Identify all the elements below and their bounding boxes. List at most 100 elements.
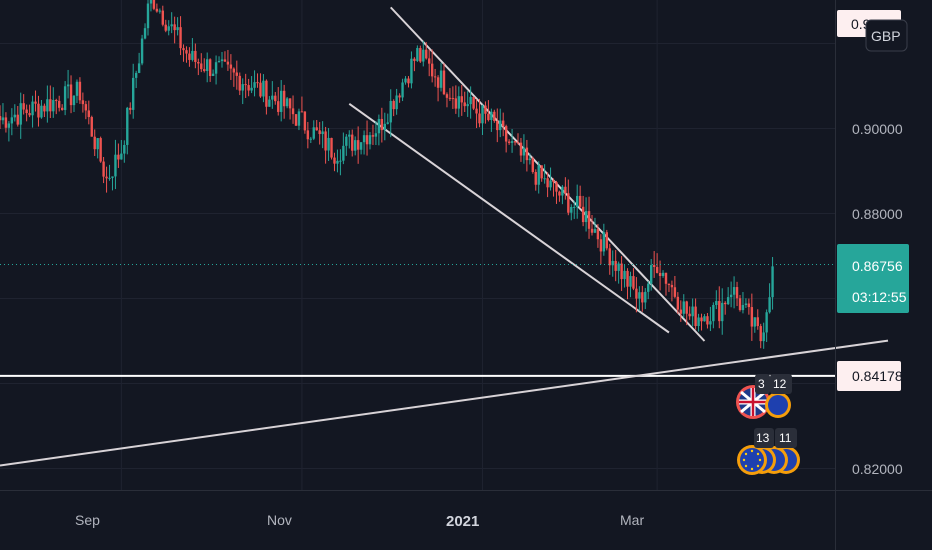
- candle-body: [282, 90, 286, 107]
- candle-body: [40, 105, 43, 118]
- candle-body: [451, 98, 455, 100]
- candle-body: [374, 133, 378, 137]
- candle-body: [90, 117, 93, 137]
- candle-body: [164, 24, 167, 31]
- candle-body: [380, 118, 384, 131]
- countdown-label: 03:12:55: [852, 289, 907, 305]
- candle-body: [191, 50, 194, 60]
- candle-body: [691, 306, 694, 317]
- candle-body: [549, 180, 552, 188]
- candle-body: [750, 307, 754, 327]
- candle-body: [247, 85, 250, 91]
- candle-body: [584, 211, 588, 223]
- event-badge[interactable]: [755, 374, 770, 394]
- current-price-tag: [837, 244, 909, 313]
- candle-body: [496, 121, 499, 131]
- level-tag-bottom-label: 0.84178: [852, 368, 903, 384]
- level-tag-bottom: [837, 361, 901, 391]
- candle-body: [309, 138, 312, 140]
- candle-body: [152, 0, 156, 9]
- economic-events[interactable]: 3 12 13 11: [736, 374, 800, 475]
- candle-body: [436, 77, 440, 88]
- candle-body: [661, 272, 665, 276]
- candle-body: [265, 80, 268, 107]
- eu-flag-icon[interactable]: [737, 445, 800, 475]
- candle-body: [229, 64, 233, 69]
- event-badge[interactable]: [775, 428, 797, 448]
- candle-body: [641, 292, 644, 303]
- candle-body: [167, 26, 170, 31]
- candle-body: [362, 135, 366, 143]
- event-badge[interactable]: [754, 428, 774, 448]
- candle-body: [271, 95, 274, 100]
- candle-body: [223, 59, 227, 62]
- eu-flag-icon[interactable]: [765, 392, 791, 418]
- candle-body: [4, 117, 8, 128]
- candle-body: [46, 99, 49, 112]
- candle-body: [481, 105, 484, 124]
- candle-body: [416, 48, 419, 61]
- candle-body: [596, 229, 600, 240]
- gb-flag-icon[interactable]: [736, 385, 770, 419]
- candle-body: [724, 302, 727, 305]
- candle-body: [37, 103, 40, 118]
- candle-body: [433, 76, 437, 78]
- candle-body: [49, 99, 52, 112]
- candle-body: [617, 263, 620, 271]
- candle-body: [342, 145, 345, 161]
- candle-body: [55, 100, 58, 102]
- candle-body: [587, 211, 591, 229]
- candle-body: [336, 160, 339, 164]
- candle-body: [200, 63, 203, 70]
- candle-body: [422, 49, 425, 62]
- candle-body: [404, 78, 407, 83]
- candle-body: [457, 96, 460, 109]
- candle-body: [626, 270, 629, 287]
- candle-body: [31, 101, 34, 116]
- candle-body: [425, 49, 428, 59]
- candle-body: [318, 130, 321, 135]
- candle-body: [715, 301, 718, 305]
- candle-body: [502, 120, 505, 127]
- candle-body: [765, 312, 768, 333]
- candle-body: [81, 100, 85, 105]
- candle-body: [667, 283, 671, 285]
- candle-body: [703, 316, 706, 322]
- candle-body: [513, 141, 517, 143]
- candle-body: [688, 313, 691, 317]
- candle-body: [726, 297, 730, 305]
- candle-body: [84, 104, 88, 111]
- candle-body: [759, 326, 762, 342]
- candle-body: [386, 122, 389, 124]
- candle-body: [664, 272, 668, 284]
- candle-body: [312, 127, 315, 139]
- candle-body: [288, 98, 292, 109]
- candle-body: [241, 84, 244, 91]
- candle-body: [356, 140, 360, 150]
- trendline: [348, 103, 670, 334]
- candle-body: [108, 177, 111, 179]
- event-badge[interactable]: [770, 374, 792, 394]
- candle-body: [120, 153, 123, 160]
- x-tick-label: Nov: [267, 512, 292, 528]
- candle-body: [87, 110, 90, 118]
- candle-body: [398, 95, 401, 98]
- candle-body: [753, 317, 756, 327]
- candle-body: [682, 301, 685, 314]
- candle-body: [573, 206, 576, 208]
- x-tick-label: Sep: [75, 512, 100, 528]
- candle-body: [19, 103, 22, 125]
- candle-body: [602, 232, 606, 252]
- candle-body: [137, 63, 141, 73]
- currency-badge[interactable]: [865, 19, 908, 52]
- candle-body: [214, 62, 218, 74]
- candle-body: [469, 96, 472, 105]
- candle-body: [93, 136, 96, 150]
- candle-body: [72, 95, 76, 106]
- candle-body: [134, 72, 138, 78]
- candle-body: [149, 0, 153, 4]
- candle-body: [419, 48, 422, 62]
- candle-body: [102, 161, 105, 177]
- candle-body: [771, 266, 774, 298]
